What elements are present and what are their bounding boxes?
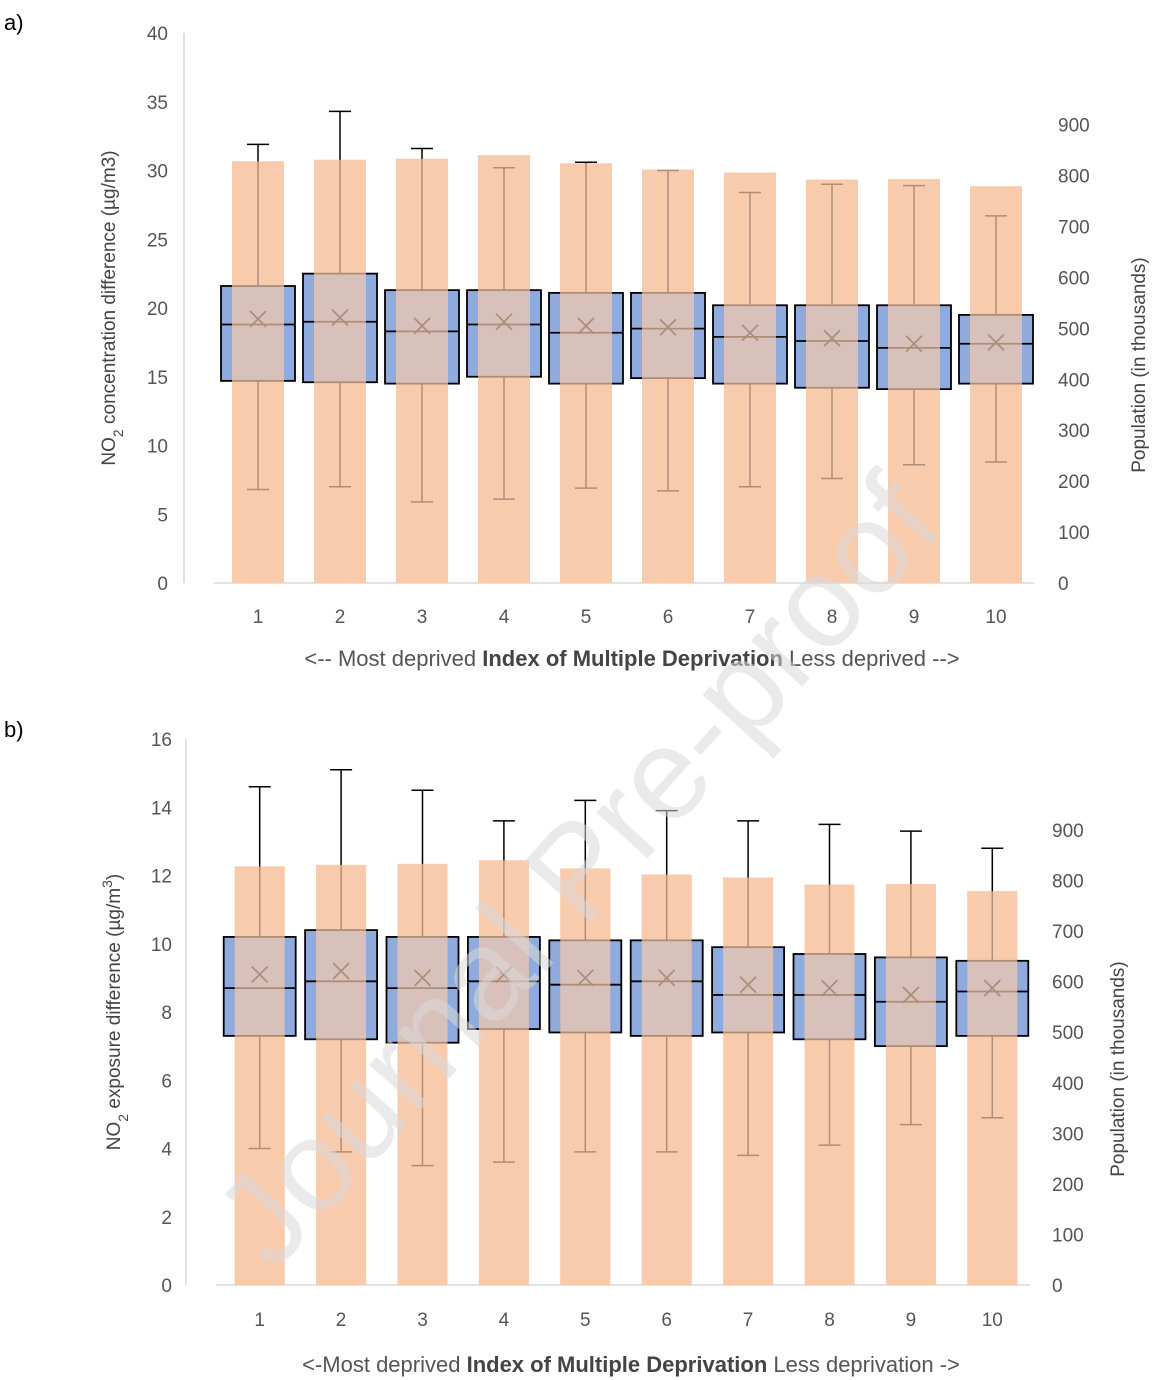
right-tick-label: 800	[1058, 167, 1090, 188]
left-tick-label: 35	[147, 93, 168, 114]
x-tick-label: 7	[743, 1310, 754, 1331]
x-tick-label: 2	[336, 1310, 347, 1331]
right-tick-label: 0	[1058, 574, 1069, 595]
population-bar-overlay	[806, 179, 858, 583]
population-bar-overlay	[234, 866, 285, 1285]
x-caption-right: Less deprived -->	[783, 646, 960, 671]
population-bar-overlay	[723, 877, 774, 1285]
left-tick-label: 25	[147, 230, 168, 251]
x-caption-title: Index of Multiple Deprivation	[467, 1352, 768, 1377]
left-tick-label: 16	[151, 730, 172, 751]
left-tick-label: 0	[157, 574, 168, 595]
x-tick-label: 6	[661, 1310, 672, 1331]
population-bar-overlay	[888, 179, 940, 583]
x-tick-label: 1	[253, 607, 264, 628]
left-tick-label: 30	[147, 162, 168, 183]
right-tick-label: 100	[1052, 1225, 1084, 1246]
left-tick-label: 0	[161, 1276, 172, 1297]
right-tick-label: 0	[1052, 1276, 1063, 1297]
population-bar-overlay	[560, 163, 612, 584]
right-tick-label: 700	[1052, 922, 1084, 943]
population-bar-overlay	[885, 884, 936, 1285]
population-bar-overlay	[724, 172, 776, 583]
right-tick-label: 400	[1052, 1074, 1084, 1095]
x-tick-label: 7	[745, 607, 756, 628]
x-tick-label: 2	[335, 607, 346, 628]
x-caption-left: <-- Most deprived	[304, 646, 482, 671]
population-bar-overlay	[560, 868, 611, 1285]
population-bar-overlay	[641, 874, 692, 1285]
right-tick-label: 500	[1058, 319, 1090, 340]
left-tick-label: 40	[147, 24, 168, 45]
x-tick-label: 5	[581, 607, 592, 628]
right-tick-label: 500	[1052, 1023, 1084, 1044]
right-tick-label: 900	[1058, 116, 1090, 137]
left-tick-label: 2	[161, 1208, 172, 1229]
x-tick-label: 5	[580, 1310, 591, 1331]
x-caption-title: Index of Multiple Deprivation	[482, 646, 783, 671]
right-tick-label: 100	[1058, 523, 1090, 544]
population-bar-overlay	[967, 891, 1018, 1285]
x-tick-label: 8	[827, 607, 838, 628]
right-axis-title: Population (in thousands)	[1108, 961, 1129, 1176]
left-tick-label: 10	[147, 437, 168, 458]
left-tick-label: 4	[161, 1140, 172, 1161]
right-tick-label: 900	[1052, 821, 1084, 842]
population-bar-overlay	[478, 860, 529, 1285]
x-tick-label: 4	[499, 607, 510, 628]
population-bar-overlay	[397, 863, 448, 1285]
x-tick-label: 3	[417, 1310, 428, 1331]
left-axis-title: NO2 concentration difference (µg/m3)	[99, 150, 126, 465]
left-tick-label: 15	[147, 368, 168, 389]
left-axis-title: NO2 exposure difference (µg/m3)	[99, 874, 131, 1150]
right-axis-title: Population (in thousands)	[1129, 257, 1150, 472]
population-bar-overlay	[642, 169, 694, 583]
right-tick-label: 200	[1058, 472, 1090, 493]
left-tick-label: 10	[151, 935, 172, 956]
left-tick-label: 8	[161, 1003, 172, 1024]
population-bar-overlay	[396, 158, 448, 583]
right-tick-label: 600	[1052, 973, 1084, 994]
x-tick-label: 10	[982, 1310, 1003, 1331]
right-tick-label: 600	[1058, 268, 1090, 289]
right-tick-label: 700	[1058, 218, 1090, 239]
population-bar-overlay	[970, 186, 1022, 583]
x-caption-right: Less deprivation ->	[767, 1352, 960, 1377]
x-tick-label: 1	[254, 1310, 265, 1331]
right-tick-label: 200	[1052, 1175, 1084, 1196]
right-tick-label: 300	[1052, 1124, 1084, 1145]
left-tick-label: 5	[157, 505, 168, 526]
x-axis-caption: <-- Most deprived Index of Multiple Depr…	[304, 646, 959, 671]
x-tick-label: 4	[499, 1310, 510, 1331]
x-tick-label: 9	[906, 1310, 917, 1331]
x-tick-label: 10	[985, 607, 1006, 628]
panel-a-chart: 0510152025303540010020030040050060070080…	[99, 24, 1150, 671]
population-bar-overlay	[478, 155, 530, 583]
population-bar-overlay	[314, 159, 366, 584]
x-tick-label: 9	[909, 607, 920, 628]
left-tick-label: 20	[147, 299, 168, 320]
x-tick-label: 6	[663, 607, 674, 628]
panel-b-chart: 0246810121416010020030040050060070080090…	[99, 730, 1129, 1377]
right-tick-label: 300	[1058, 421, 1090, 442]
x-tick-label: 8	[824, 1310, 835, 1331]
x-caption-left: <-Most deprived	[302, 1352, 466, 1377]
x-tick-label: 3	[417, 607, 428, 628]
population-bar-overlay	[316, 864, 367, 1285]
left-tick-label: 14	[151, 798, 173, 819]
population-bar-overlay	[232, 161, 284, 584]
population-bar-overlay	[804, 884, 855, 1285]
panel-a-label: a)	[4, 10, 24, 35]
left-tick-label: 6	[161, 1071, 172, 1092]
x-axis-caption: <-Most deprived Index of Multiple Depriv…	[302, 1352, 960, 1377]
panel-b-label: b)	[4, 717, 24, 742]
left-tick-label: 12	[151, 867, 172, 888]
right-tick-label: 800	[1052, 872, 1084, 893]
right-tick-label: 400	[1058, 370, 1090, 391]
